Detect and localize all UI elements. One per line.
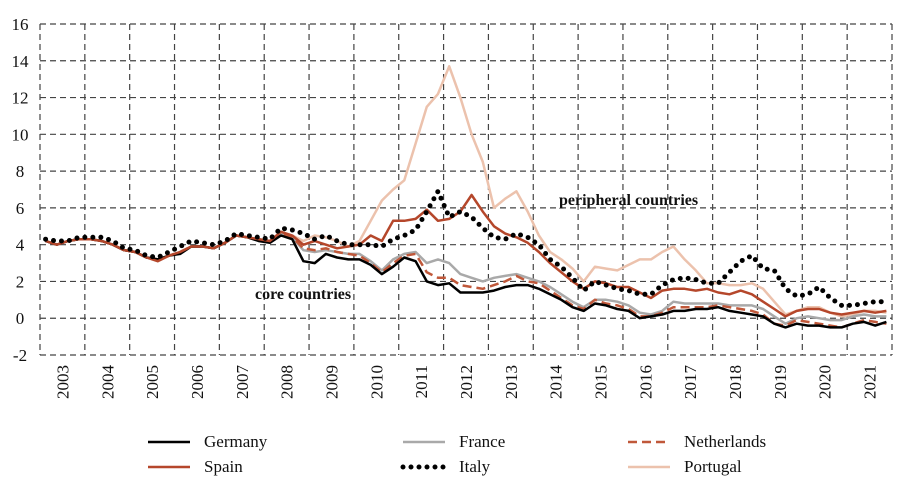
legend: Germany France Netherlands Spain Italy Portug… [148, 432, 766, 476]
x-tick-label: 2003 [53, 365, 72, 399]
series-lines [43, 65, 889, 329]
y-tick-label: 16 [12, 15, 29, 34]
grid [39, 23, 893, 356]
x-tick-label: 2017 [681, 365, 700, 400]
x-tick-label: 2016 [636, 365, 655, 399]
y-tick-label: 10 [12, 125, 29, 144]
y-tick-label: 6 [16, 199, 25, 218]
y-tick-label: 4 [16, 236, 25, 255]
x-tick-label: 2005 [143, 365, 162, 399]
series-line-portugal [45, 65, 887, 318]
x-tick-label: 2018 [726, 365, 745, 399]
y-tick-label: -2 [13, 346, 27, 365]
x-tick-label: 2009 [322, 365, 341, 399]
y-tick-label: 12 [12, 89, 29, 108]
legend-label: France [459, 432, 505, 451]
x-tick-label: 2006 [188, 365, 207, 399]
series-line-italy [43, 188, 889, 308]
legend-label: Germany [204, 432, 268, 451]
x-axis: 2003 2004 2005 2006 2007 2008 2009 2010 2011 2012… [53, 365, 879, 400]
x-tick-label: 2013 [502, 365, 521, 399]
x-tick-label: 2012 [457, 365, 476, 399]
y-tick-label: 8 [16, 162, 25, 181]
x-tick-label: 2019 [771, 365, 790, 399]
x-tick-label: 2007 [233, 365, 252, 400]
legend-label: Spain [204, 457, 243, 476]
annotation-peripheral: peripheral countries [559, 192, 698, 209]
x-tick-label: 2020 [816, 365, 835, 399]
annotation-core: core countries [255, 286, 351, 303]
y-axis: -2 0 2 4 6 8 10 12 14 16 [12, 15, 30, 365]
x-tick-label: 2004 [98, 365, 117, 400]
y-tick-label: 0 [16, 309, 25, 328]
y-tick-label: 2 [16, 272, 25, 291]
x-tick-label: 2015 [592, 365, 611, 399]
x-tick-label: 2014 [547, 365, 566, 400]
legend-label: Portugal [684, 457, 742, 476]
series-line-france [45, 232, 887, 325]
legend-label: Netherlands [684, 432, 766, 451]
x-tick-label: 2010 [367, 365, 386, 399]
x-tick-label: 2011 [412, 365, 431, 398]
legend-label: Italy [459, 457, 491, 476]
y-tick-label: 14 [12, 52, 30, 71]
x-tick-label: 2008 [278, 365, 297, 399]
series-line-netherlands [45, 232, 887, 329]
series-line-spain [45, 193, 887, 318]
x-tick-label: 2021 [861, 365, 880, 399]
